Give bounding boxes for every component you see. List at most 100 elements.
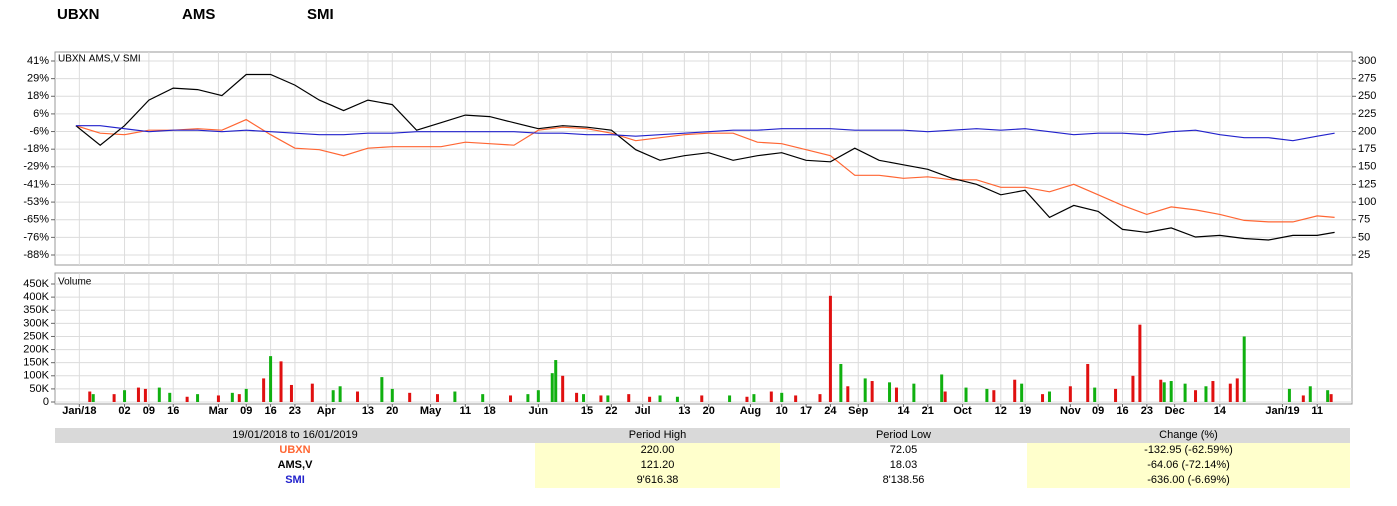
x-tick-label: 19 [1019, 405, 1031, 417]
volume-bar [894, 387, 898, 403]
x-tick-label: 16 [167, 405, 179, 417]
volume-bar [279, 361, 283, 403]
volume-bar [269, 356, 273, 403]
volume-bar [1194, 390, 1198, 403]
y-tick-label: -88% [23, 249, 49, 261]
volume-bar [123, 390, 127, 403]
y-tick-label: 300K [23, 317, 49, 329]
volume-bar [262, 378, 266, 403]
legend-entry: SMI [123, 54, 141, 65]
y2-tick-label: 150 [1358, 161, 1376, 173]
y-tick-label: 400K [23, 291, 49, 303]
volume-bar [237, 394, 241, 403]
header-cell: Period High [535, 428, 780, 443]
volume-bar [1169, 381, 1173, 403]
volume-bar [599, 395, 603, 403]
y-tick-label: 6% [33, 108, 49, 120]
table-cell: 121.20 [535, 458, 780, 473]
y-tick-label: -18% [23, 143, 49, 155]
volume-bar [216, 395, 220, 403]
header-cell: Change (%) [1027, 428, 1350, 443]
volume-bar [1204, 386, 1208, 403]
volume-bar [554, 360, 558, 403]
table-cell: 220.00 [535, 443, 780, 458]
volume-bar [839, 363, 843, 403]
volume-bar [561, 375, 565, 403]
volume-bar [912, 383, 916, 403]
volume-bar [752, 394, 756, 403]
summary-table: 19/01/2018 to 16/01/2019 Period High Perio… [55, 428, 1350, 488]
x-tick-label: 09 [143, 405, 155, 417]
header-legend: AMS [182, 6, 215, 23]
volume-bar [550, 373, 554, 403]
x-tick-label: Jul [635, 405, 651, 417]
volume-bar [1086, 363, 1090, 403]
y-tick-label: -6% [29, 125, 49, 137]
x-tick-label: Jan/18 [62, 405, 96, 417]
volume-bar [1211, 381, 1215, 403]
volume-bar [1183, 383, 1187, 403]
y2-tick-label: 250 [1358, 90, 1376, 102]
volume-bar [1228, 383, 1232, 403]
volume-bar [453, 391, 457, 403]
price-line [75, 73, 1335, 241]
x-tick-label: Mar [209, 405, 229, 417]
volume-bar [1114, 388, 1118, 403]
x-tick-label: 18 [484, 405, 496, 417]
volume-bar [526, 394, 530, 403]
volume-bar [575, 392, 579, 403]
volume-bar [331, 390, 335, 403]
volume-bar [536, 390, 540, 403]
x-tick-label: Sep [848, 405, 868, 417]
x-tick-label: Apr [317, 405, 337, 417]
y-tick-label: 450K [23, 278, 49, 290]
volume-bar [91, 394, 95, 403]
volume-bar [185, 396, 189, 403]
volume-bar [1162, 382, 1166, 403]
y-tick-label: -29% [23, 161, 49, 173]
volume-bar [745, 396, 749, 403]
volume-bar [1041, 394, 1045, 403]
volume-bar [943, 391, 947, 403]
x-tick-label: 15 [581, 405, 593, 417]
volume-bar [168, 392, 172, 403]
table-row: 19/01/2018 to 16/01/2019 Period High Perio… [55, 428, 1350, 443]
header-cell: 19/01/2018 to 16/01/2019 [55, 428, 535, 443]
plot-area [54, 51, 1353, 266]
y-tick-label: 18% [27, 90, 49, 102]
table-cell: -64.06 (-72.14%) [1027, 458, 1350, 473]
y-tick-label: 41% [27, 55, 49, 67]
volume-bar [627, 394, 631, 403]
x-tick-label: Jun [529, 405, 549, 417]
table-row: AMS,V 121.20 18.03 -64.06 (-72.14%) [55, 458, 1350, 473]
y-tick-label: 250K [23, 330, 49, 342]
y-tick-label: -65% [23, 214, 49, 226]
volume-bar [606, 395, 610, 403]
table-cell: 8'138.56 [882, 474, 925, 486]
x-tick-label: Dec [1165, 405, 1185, 417]
y2-tick-label: 50 [1358, 231, 1370, 243]
table-cell: 18.03 [889, 459, 918, 471]
row-label: SMI [285, 474, 305, 486]
volume-bar [582, 394, 586, 403]
y-tick-label: -41% [23, 178, 49, 190]
y-tick-label: 50K [29, 383, 49, 395]
y-tick-label: 0 [43, 396, 49, 408]
volume-bar [143, 388, 147, 403]
volume-bar [310, 383, 314, 403]
x-tick-label: 16 [264, 405, 276, 417]
y2-tick-label: 175 [1358, 143, 1376, 155]
y2-tick-label: 75 [1358, 214, 1370, 226]
volume-bar [157, 387, 161, 403]
volume-bar [1047, 391, 1051, 403]
volume-bar [509, 395, 513, 403]
y-tick-label: -76% [23, 231, 49, 243]
volume-bar [1235, 378, 1239, 403]
volume-bar [1301, 395, 1305, 403]
row-label: AMS,V [277, 459, 313, 471]
x-tick-label: Jan/19 [1265, 405, 1299, 417]
volume-bar [1159, 379, 1163, 403]
x-tick-label: 21 [922, 405, 934, 417]
volume-bar [1326, 390, 1330, 403]
